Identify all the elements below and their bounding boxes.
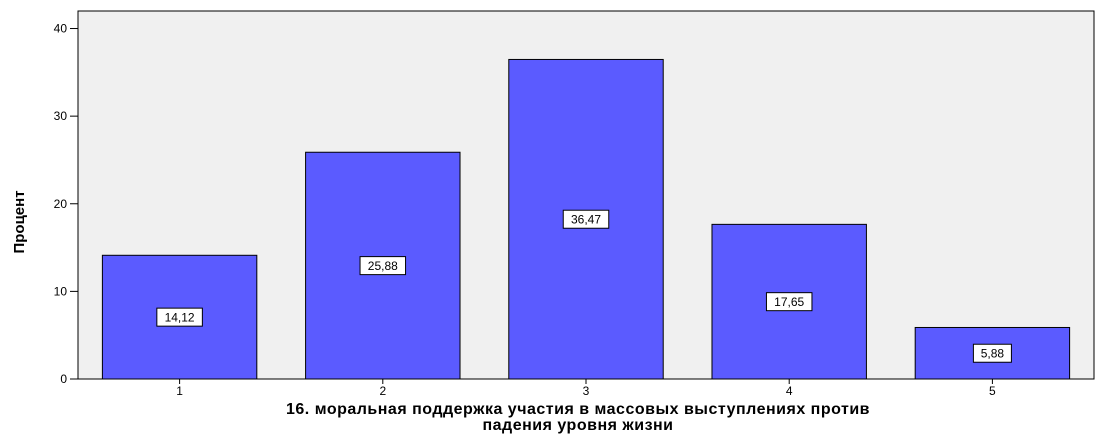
y-tick-label: 30 — [54, 109, 68, 123]
y-axis: 0 10 20 30 40 — [54, 22, 78, 386]
x-tick-label: 3 — [583, 384, 590, 398]
data-label-box — [562, 209, 610, 229]
x-axis-label-line2: падения уровня жизни — [482, 417, 674, 434]
y-axis-label: Процент — [11, 190, 28, 253]
data-label: 17,65 — [774, 295, 804, 309]
data-label: 14,12 — [165, 311, 195, 325]
y-tick-label: 10 — [54, 284, 68, 298]
y-tick-label: 40 — [54, 22, 68, 36]
x-tick-label: 5 — [989, 384, 996, 398]
data-label-box — [359, 256, 407, 276]
data-label-box — [156, 307, 203, 327]
x-tick-label: 1 — [176, 384, 183, 398]
x-tick-label: 4 — [786, 384, 793, 398]
data-label: 5,88 — [981, 347, 1005, 361]
data-label: 36,47 — [571, 213, 601, 227]
x-axis-label: 16. моральная поддержка участия в массов… — [60, 402, 1096, 434]
y-tick-label: 20 — [54, 197, 68, 211]
data-label: 25,88 — [368, 259, 398, 273]
y-tick-label: 0 — [60, 372, 67, 386]
x-axis: 1 2 3 4 5 — [176, 379, 996, 398]
x-axis-label-line1: 16. моральная поддержка участия в массов… — [286, 401, 870, 418]
data-label-box — [972, 343, 1012, 363]
bar-chart: 0 10 20 30 40 1 2 3 4 5 14,12 25,88 36,47 17,65 5,88… — [11, 10, 1095, 398]
x-tick-label: 2 — [379, 384, 386, 398]
data-label-box — [765, 292, 813, 312]
bars-group: 14,12 25,88 36,47 17,65 5,88 — [101, 58, 1071, 380]
